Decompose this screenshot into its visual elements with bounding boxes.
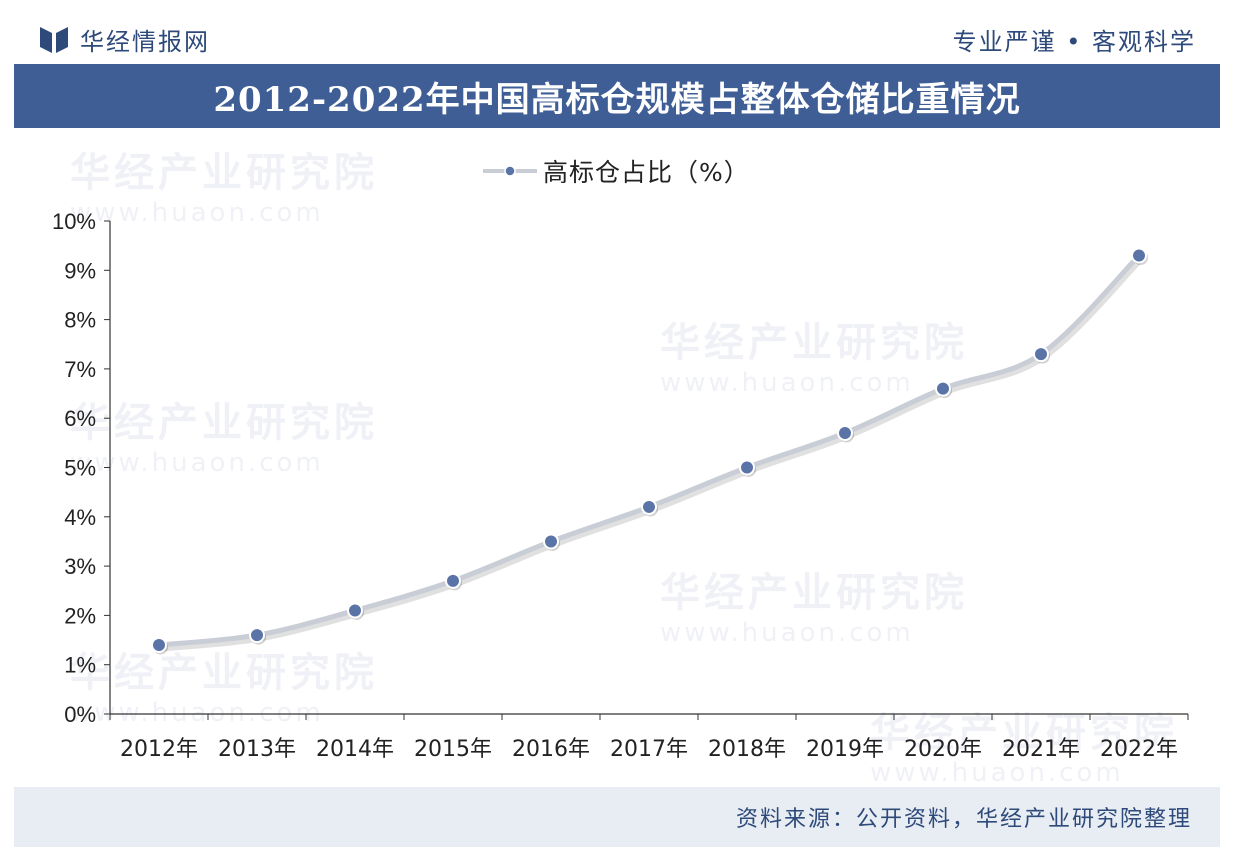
x-tick-label: 2013年 [218, 737, 296, 762]
data-point [641, 498, 657, 515]
x-tick-label: 2016年 [512, 737, 590, 762]
brand-slogan: 专业严谨 • 客观科学 [952, 28, 1196, 56]
title-bar: 2012-2022年中国高标仓规模占整体仓储比重情况 [14, 64, 1220, 128]
y-tick-label: 9% [64, 258, 96, 283]
legend-label: 高标仓占比（%） [543, 158, 750, 187]
brand-logo-icon [40, 26, 68, 53]
data-point [543, 533, 559, 550]
footer: 资料来源：公开资料，华经产业研究院整理 [14, 787, 1220, 847]
data-point [151, 636, 167, 653]
x-tick-label: 2020年 [904, 737, 982, 762]
chart-legend: 高标仓占比（%） [483, 153, 750, 189]
y-tick-label: 4% [64, 505, 96, 530]
x-tick-label: 2019年 [806, 737, 884, 762]
legend-line-marker-icon [483, 165, 537, 177]
source-note: 资料来源：公开资料，华经产业研究院整理 [735, 807, 1192, 832]
top-bar: 华经情报网 专业严谨 • 客观科学 [0, 0, 1234, 64]
y-tick-label: 7% [64, 357, 96, 382]
x-tick-label: 2017年 [610, 737, 688, 762]
y-tick-label: 10% [52, 209, 96, 234]
y-tick-label: 0% [64, 702, 96, 727]
data-point [1131, 247, 1147, 264]
x-tick-label: 2015年 [414, 737, 492, 762]
data-point [445, 572, 461, 589]
x-tick-label: 2021年 [1002, 737, 1080, 762]
series-line-shadow [160, 256, 1144, 652]
brand-name: 华经情报网 [80, 28, 210, 56]
data-point [935, 380, 951, 397]
y-tick-label: 8% [64, 308, 96, 333]
x-tick-label: 2022年 [1100, 737, 1178, 762]
x-tick-label: 2014年 [316, 737, 394, 762]
series-line [158, 253, 1141, 648]
data-point [837, 424, 853, 441]
y-tick-label: 2% [64, 603, 96, 628]
brand-logo: 华经情报网 [38, 22, 210, 57]
y-tick-label: 6% [64, 406, 96, 431]
y-tick-label: 3% [64, 554, 96, 579]
x-tick-label: 2018年 [708, 737, 786, 762]
data-point [347, 602, 363, 619]
data-point [1033, 346, 1049, 363]
y-tick-label: 5% [64, 456, 96, 481]
x-tick-label: 2012年 [120, 737, 198, 762]
y-tick-label: 1% [64, 653, 96, 678]
data-point [249, 627, 265, 644]
data-point [739, 459, 755, 476]
chart-title: 2012-2022年中国高标仓规模占整体仓储比重情况 [213, 79, 1021, 120]
